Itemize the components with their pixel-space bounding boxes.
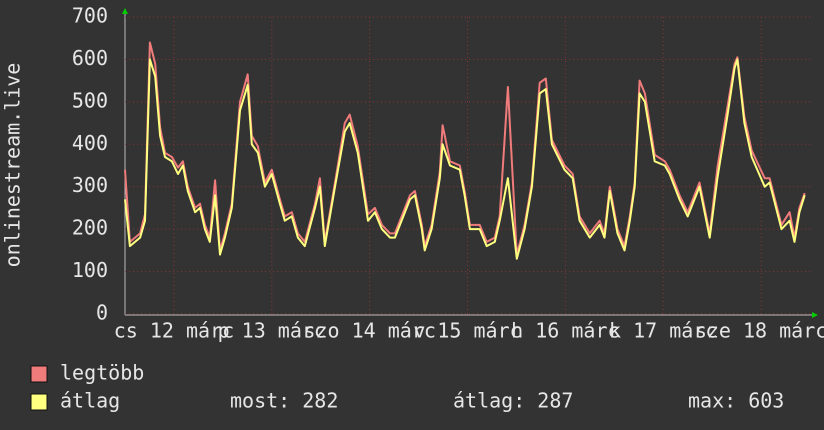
stat-label: max: 603: [688, 389, 784, 413]
axis-arrow: [122, 8, 128, 14]
stat-label: átlag: 287: [453, 389, 573, 413]
y-tick-label: 400: [72, 131, 108, 155]
y-tick-label: 0: [96, 301, 108, 325]
y-tick-label: 100: [72, 258, 108, 282]
legend-label: átlag: [60, 389, 120, 413]
legend-label: legtöbb: [60, 361, 144, 385]
x-tick-label: cs 12 márc: [114, 319, 234, 343]
x-tick-label: p 13 márc: [218, 319, 326, 343]
x-tick-label: h 16 márc: [511, 319, 619, 343]
stat-label: most: 282: [230, 389, 338, 413]
axis-arrow: [812, 312, 818, 318]
x-tick-label: v 15 márc: [413, 319, 521, 343]
y-tick-label: 300: [72, 173, 108, 197]
y-tick-label: 600: [72, 46, 108, 70]
y-tick-label: 500: [72, 88, 108, 112]
x-tick-label: szo 14 márc: [303, 319, 435, 343]
line: [124, 41, 806, 256]
y-axis-label: onlinestream.live: [1, 63, 25, 268]
x-tick-label: k 17 márc: [609, 319, 717, 343]
y-tick-label: 200: [72, 216, 108, 240]
x-tick-label: sze 18 márc: [695, 319, 824, 343]
legend-swatch: [30, 393, 48, 411]
legend-swatch: [30, 365, 48, 383]
line: [124, 58, 806, 260]
y-tick-label: 700: [72, 4, 108, 28]
